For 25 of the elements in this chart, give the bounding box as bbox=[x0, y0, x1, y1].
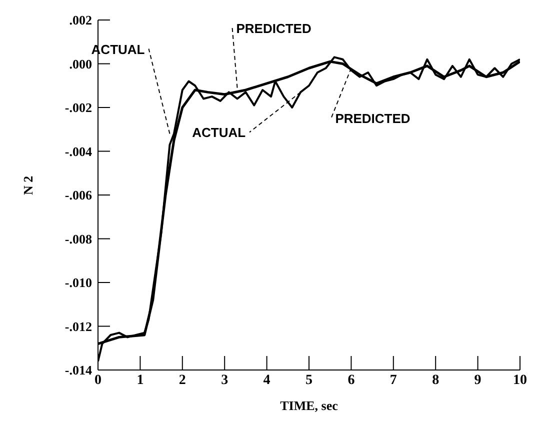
y-tick-label: .002 bbox=[69, 12, 92, 28]
x-tick-label: 1 bbox=[136, 372, 144, 388]
y-tick-label: .000 bbox=[69, 56, 92, 72]
y-tick-label: -.004 bbox=[64, 144, 92, 159]
x-axis-title: TIME, sec bbox=[280, 398, 338, 413]
y-tick-label: -.006 bbox=[64, 188, 92, 203]
x-tick-label: 4 bbox=[263, 372, 270, 388]
x-tick-label: 8 bbox=[432, 372, 440, 388]
annotation: PREDICTED bbox=[236, 20, 312, 36]
x-tick-label: 3 bbox=[221, 372, 228, 388]
annotation: PREDICTED bbox=[335, 111, 410, 126]
y-axis-title: N 2 bbox=[20, 176, 36, 195]
x-tick-label: 10 bbox=[513, 372, 527, 388]
y-tick-label: -.010 bbox=[64, 275, 92, 290]
y-tick-label: -.014 bbox=[64, 362, 92, 378]
x-tick-label: 5 bbox=[306, 372, 312, 388]
x-tick-label: 9 bbox=[474, 372, 482, 388]
x-tick-label: 7 bbox=[390, 372, 397, 388]
x-tick-label: 2 bbox=[178, 372, 186, 388]
y-tick-label: -.008 bbox=[64, 231, 92, 246]
y-tick-label: -.012 bbox=[64, 318, 92, 334]
y-tick-label: -.002 bbox=[64, 100, 92, 116]
x-tick-label: 6 bbox=[348, 372, 355, 388]
annotation: ACTUAL bbox=[192, 125, 246, 140]
x-tick-label: 0 bbox=[94, 372, 102, 388]
